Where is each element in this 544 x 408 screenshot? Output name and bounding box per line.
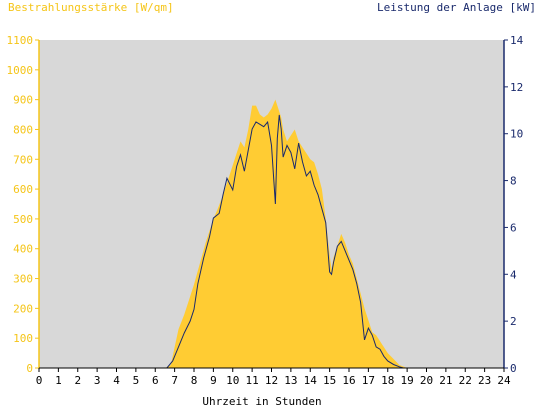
left-tick-label: 200	[13, 302, 33, 315]
right-tick-label: 14	[510, 34, 524, 47]
left-tick-label: 600	[13, 183, 33, 196]
x-tick-label: 13	[284, 374, 297, 387]
right-tick-label: 10	[510, 128, 523, 141]
x-tick-label: 18	[381, 374, 394, 387]
right-tick-label: 6	[510, 221, 517, 234]
power-line	[39, 114, 504, 369]
x-tick-label: 12	[265, 374, 278, 387]
left-tick-label: 100	[13, 332, 33, 345]
right-tick-label: 8	[510, 175, 517, 188]
x-tick-label: 16	[342, 374, 355, 387]
x-tick-label: 10	[226, 374, 239, 387]
x-tick-label: 14	[304, 374, 318, 387]
x-tick-label: 24	[497, 374, 511, 387]
x-tick-label: 22	[459, 374, 472, 387]
left-tick-label: 300	[13, 273, 33, 286]
left-tick-label: 1000	[7, 64, 34, 77]
x-tick-label: 23	[478, 374, 491, 387]
x-tick-label: 1	[55, 374, 62, 387]
x-tick-label: 5	[133, 374, 140, 387]
left-tick-label: 1100	[7, 34, 34, 47]
chart-axes: 0100200300400500600700800900100011000246…	[7, 34, 524, 387]
left-tick-label: 700	[13, 153, 33, 166]
x-tick-label: 4	[113, 374, 120, 387]
x-tick-label: 15	[323, 374, 336, 387]
x-tick-label: 3	[94, 374, 101, 387]
right-axis-title: Leistung der Anlage [kW]	[377, 1, 536, 14]
x-tick-label: 8	[191, 374, 198, 387]
x-tick-label: 11	[246, 374, 259, 387]
left-tick-label: 900	[13, 94, 33, 107]
x-tick-label: 2	[74, 374, 81, 387]
x-axis-title: Uhrzeit in Stunden	[202, 395, 321, 408]
left-tick-label: 800	[13, 123, 33, 136]
x-tick-label: 0	[36, 374, 43, 387]
chart-marks	[39, 99, 504, 369]
x-tick-label: 17	[362, 374, 375, 387]
right-tick-label: 0	[510, 362, 517, 375]
x-tick-label: 21	[439, 374, 452, 387]
x-tick-label: 19	[401, 374, 414, 387]
x-tick-label: 7	[171, 374, 178, 387]
right-tick-label: 2	[510, 315, 517, 328]
left-tick-label: 400	[13, 243, 33, 256]
right-tick-label: 4	[510, 268, 517, 281]
x-tick-label: 20	[420, 374, 433, 387]
irradiance-area	[39, 99, 504, 368]
right-tick-label: 12	[510, 81, 523, 94]
left-axis-title: Bestrahlungsstärke [W/qm]	[8, 1, 174, 14]
x-tick-label: 9	[210, 374, 217, 387]
left-tick-label: 500	[13, 213, 33, 226]
left-tick-label: 0	[26, 362, 33, 375]
x-tick-label: 6	[152, 374, 159, 387]
